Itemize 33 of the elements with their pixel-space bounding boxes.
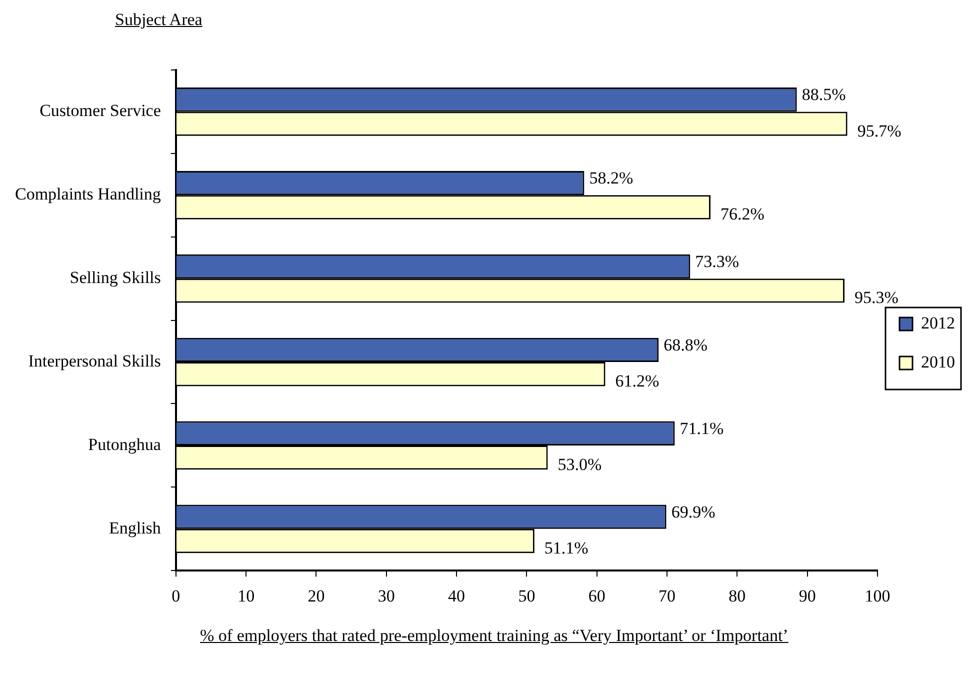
x-tick-label: 70 xyxy=(658,586,676,606)
y-tick-label: English xyxy=(108,518,162,538)
data-label: 51.1% xyxy=(544,538,588,558)
x-tick-label: 30 xyxy=(378,586,395,606)
y-tick-label: Selling Skills xyxy=(70,268,161,288)
data-label: 71.1% xyxy=(680,418,724,438)
x-tick-label: 80 xyxy=(728,586,746,606)
data-label: 68.8% xyxy=(664,335,708,354)
x-tick-label: 20 xyxy=(308,586,325,606)
data-label: 69.9% xyxy=(671,502,716,522)
x-tick-label: 40 xyxy=(448,586,466,606)
data-label: 76.2% xyxy=(720,204,764,224)
x-tick-label: 100 xyxy=(864,586,890,606)
x-tick-label: 50 xyxy=(518,586,536,606)
data-label: 61.2% xyxy=(615,372,660,391)
x-tick-label: 0 xyxy=(172,586,180,606)
y-tick-label: Complaints Handling xyxy=(14,184,162,204)
legend-label: 2012 xyxy=(921,313,955,332)
data-label: 95.3% xyxy=(854,288,898,308)
x-axis-title: % of employers that rated pre-employment training as “Very Important’ or ‘Important’ xyxy=(200,626,788,646)
y-tick-label: Customer Service xyxy=(40,101,161,120)
data-label: 88.5% xyxy=(802,85,846,104)
data-label: 53.0% xyxy=(558,455,602,474)
x-tick-label: 60 xyxy=(588,586,606,606)
legend-label: 2010 xyxy=(921,352,955,372)
y-tick-label: Putonghua xyxy=(88,434,162,454)
y-axis-title: Subject Area xyxy=(115,10,202,30)
x-tick-label: 10 xyxy=(238,586,255,606)
y-tick-label: Interpersonal Skills xyxy=(28,351,161,370)
data-label: 95.7% xyxy=(857,121,902,140)
data-label: 58.2% xyxy=(589,168,634,188)
data-label: 73.3% xyxy=(695,252,740,271)
x-tick-label: 90 xyxy=(798,586,816,606)
